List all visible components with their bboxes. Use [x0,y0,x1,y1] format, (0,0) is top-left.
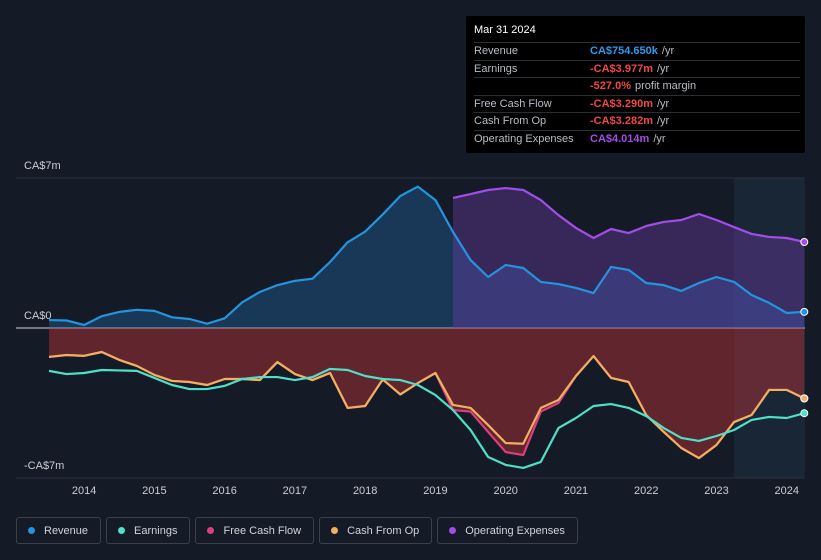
x-tick-label: 2014 [72,485,96,497]
legend-label: Cash From Op [347,524,420,537]
x-tick-label: 2017 [283,485,307,497]
series-line [452,186,805,244]
tooltip-value: CA$754.650k [590,45,658,58]
x-tick-label: 2022 [634,485,658,497]
legend: Revenue Earnings Free Cash Flow Cash From O… [16,517,578,544]
x-tick-label: 2024 [774,485,798,497]
tooltip-label: Operating Expenses [474,132,574,145]
tooltip-value: -CA$3.282m [590,115,653,128]
tooltip-unit: /yr [656,115,670,128]
tooltip-value: CA$4.014m [590,132,650,145]
y-tick-label: -CA$7m [24,460,64,472]
legend-item[interactable]: Free Cash Flow [195,517,315,544]
tooltip-value: -CA$3.290m [590,97,653,110]
tooltip-label: Cash From Op [474,115,547,128]
legend-label: Earnings [134,524,178,537]
series-end-dot [800,237,809,246]
tooltip-value: -CA$3.977m [590,62,653,75]
tooltip-row: Free Cash Flow -CA$3.290m/yr [474,94,800,113]
tooltip-row: Operating Expenses CA$4.014m/yr [474,129,800,148]
x-tick-label: 2023 [704,485,728,497]
x-tick-label: 2018 [353,485,377,497]
series-end-dot [800,409,809,418]
tooltip-unit: /yr [656,62,670,75]
tooltip-label: Free Cash Flow [474,97,552,110]
tooltip-unit: /yr [653,132,666,145]
legend-item[interactable]: Revenue [16,517,102,544]
tooltip-unit: /yr [656,97,670,110]
tooltip-unit: /yr [661,45,675,58]
legend-swatch [449,527,457,534]
legend-swatch [118,527,126,534]
x-tick-label: 2020 [493,485,517,497]
tooltip-label: Earnings [474,62,518,75]
series-area [453,188,805,328]
x-tick-label: 2015 [142,485,166,497]
legend-item[interactable]: Operating Expenses [437,517,578,544]
y-tick-label: CA$0 [24,310,52,322]
tooltip: Mar 31 2024 Revenue CA$754.650k/yr Earning… [466,16,805,153]
series-end-dot [800,394,809,403]
tooltip-row: Earnings -CA$3.977m/yr [474,59,800,78]
tooltip-row: -527.0% profit margin [474,77,800,95]
x-tick-label: 2016 [212,485,236,497]
tooltip-date: Mar 31 2024 [474,24,536,36]
x-tick-label: 2021 [564,485,588,497]
series-end-dot [800,307,809,316]
legend-swatch [331,527,339,534]
y-tick-label: CA$7m [24,160,61,172]
x-tick-label: 2019 [423,485,447,497]
series-area [49,186,805,328]
legend-label: Revenue [44,524,89,537]
tooltip-row: Revenue CA$754.650k/yr [474,42,800,60]
legend-swatch [28,527,35,534]
series-line [48,185,805,327]
legend-item[interactable]: Cash From Op [319,517,433,544]
legend-label: Operating Expenses [465,524,565,537]
tooltip-unit: profit margin [634,80,697,93]
legend-label: Free Cash Flow [223,524,302,537]
series-line [48,350,805,460]
series-line [48,367,805,470]
legend-swatch [207,527,215,534]
tooltip-label: Revenue [474,45,519,58]
legend-item[interactable]: Earnings [106,517,191,544]
tooltip-value: -527.0% [590,80,631,93]
tooltip-row: Cash From Op -CA$3.282m/yr [474,112,800,130]
series-area [49,328,805,459]
